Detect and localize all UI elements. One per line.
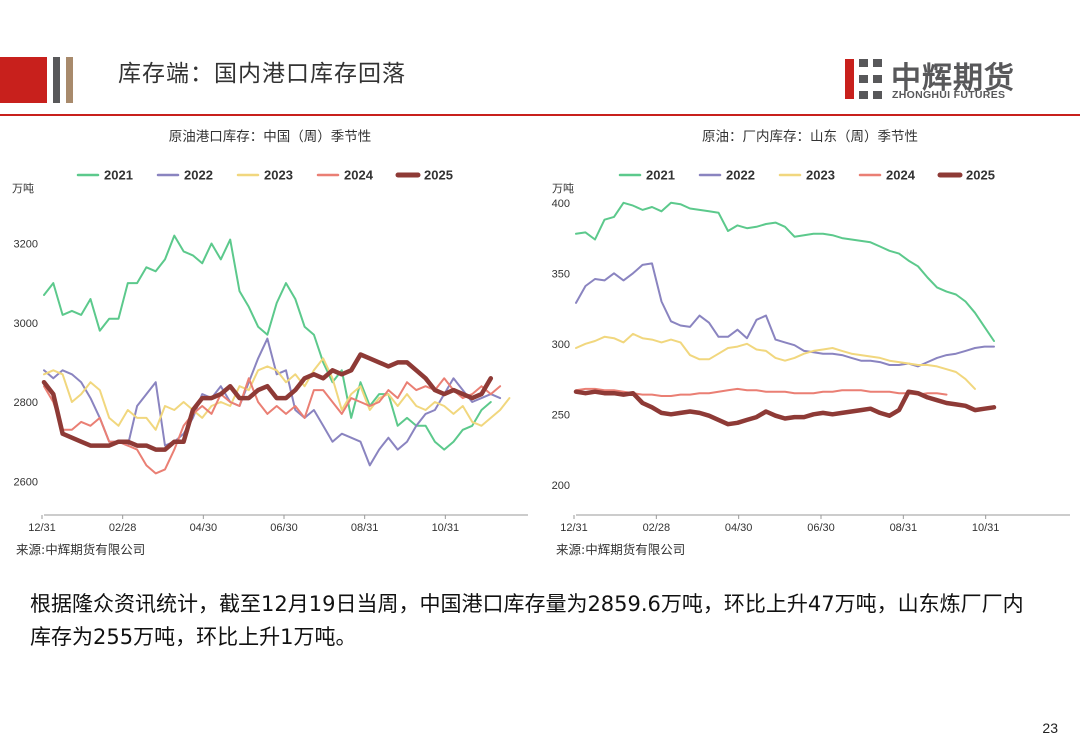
header-accent-dark: [53, 57, 60, 103]
x-tick-label: 02/28: [643, 522, 671, 534]
page-title: 库存端：国内港口库存回落: [118, 61, 406, 87]
x-tick-label: 08/31: [351, 522, 379, 534]
y-tick-label: 350: [552, 268, 570, 280]
x-tick-label: 04/30: [725, 522, 753, 534]
chart-source: 来源:中辉期货有限公司: [556, 542, 685, 557]
logo-mark-icon: [845, 59, 882, 99]
y-tick-label: 300: [552, 339, 570, 351]
header-divider: [0, 114, 1080, 116]
y-axis-unit: 万吨: [12, 182, 34, 195]
chart-title: 原油港口库存：中国（周）季节性: [169, 129, 372, 145]
legend-label-2025: 2025: [424, 168, 453, 183]
series-line-2025: [41, 352, 494, 452]
x-tick-label: 06/30: [807, 522, 835, 534]
y-tick-label: 250: [552, 409, 570, 421]
y-tick-label: 3200: [14, 239, 38, 251]
y-tick-label: 3000: [14, 318, 38, 330]
x-tick-label: 06/30: [270, 522, 298, 534]
series-line-2021: [575, 201, 995, 342]
x-tick-label: 12/31: [28, 522, 56, 534]
x-tick-label: 04/30: [190, 522, 218, 534]
legend-label-2025: 2025: [966, 168, 995, 183]
legend-label-2022: 2022: [184, 168, 213, 183]
legend-label-2021: 2021: [646, 168, 675, 183]
page-number: 23: [1042, 720, 1058, 736]
header-accent-tan: [66, 57, 73, 103]
y-tick-label: 200: [552, 480, 570, 492]
legend-label-2023: 2023: [806, 168, 835, 183]
legend-label-2023: 2023: [264, 168, 293, 183]
logo-text-cn: 中辉期货: [891, 61, 1015, 96]
y-tick-label: 400: [552, 198, 570, 210]
summary-paragraph: 根据隆众资讯统计，截至12月19日当周，中国港口库存量为2859.6万吨，环比上…: [30, 592, 1024, 649]
legend-label-2021: 2021: [104, 168, 133, 183]
y-axis-unit: 万吨: [552, 182, 574, 195]
series-line-2023: [43, 357, 511, 431]
company-logo: 中辉期货 ZHONGHUI FUTURES: [845, 55, 1020, 105]
chart-shandong-inventory: 原油：厂内库存：山东（周）季节性 2021 2022 2023 2024 2025 万吨 20…: [552, 129, 1070, 557]
x-tick-label: 12/31: [560, 522, 588, 534]
series-line-2023: [575, 332, 976, 390]
logo-text-en: ZHONGHUI FUTURES: [892, 89, 1006, 101]
series-line-2025: [573, 389, 997, 427]
x-tick-label: 10/31: [432, 522, 460, 534]
x-tick-label: 10/31: [972, 522, 1000, 534]
chart-title: 原油：厂内库存：山东（周）季节性: [702, 129, 918, 145]
series-line-2022: [575, 262, 995, 368]
legend-label-2022: 2022: [726, 168, 755, 183]
chart-source: 来源:中辉期货有限公司: [16, 542, 145, 557]
legend-label-2024: 2024: [886, 168, 916, 183]
y-tick-label: 2600: [14, 476, 38, 488]
x-tick-label: 02/28: [109, 522, 137, 534]
header-accent-red: [0, 57, 47, 103]
legend-label-2024: 2024: [344, 168, 374, 183]
y-tick-label: 2800: [14, 397, 38, 409]
chart-port-inventory: 原油港口库存：中国（周）季节性 2021 2022 2023 2024 2025 万吨 260…: [12, 129, 528, 557]
series-line-2024: [575, 387, 948, 397]
x-tick-label: 08/31: [890, 522, 918, 534]
